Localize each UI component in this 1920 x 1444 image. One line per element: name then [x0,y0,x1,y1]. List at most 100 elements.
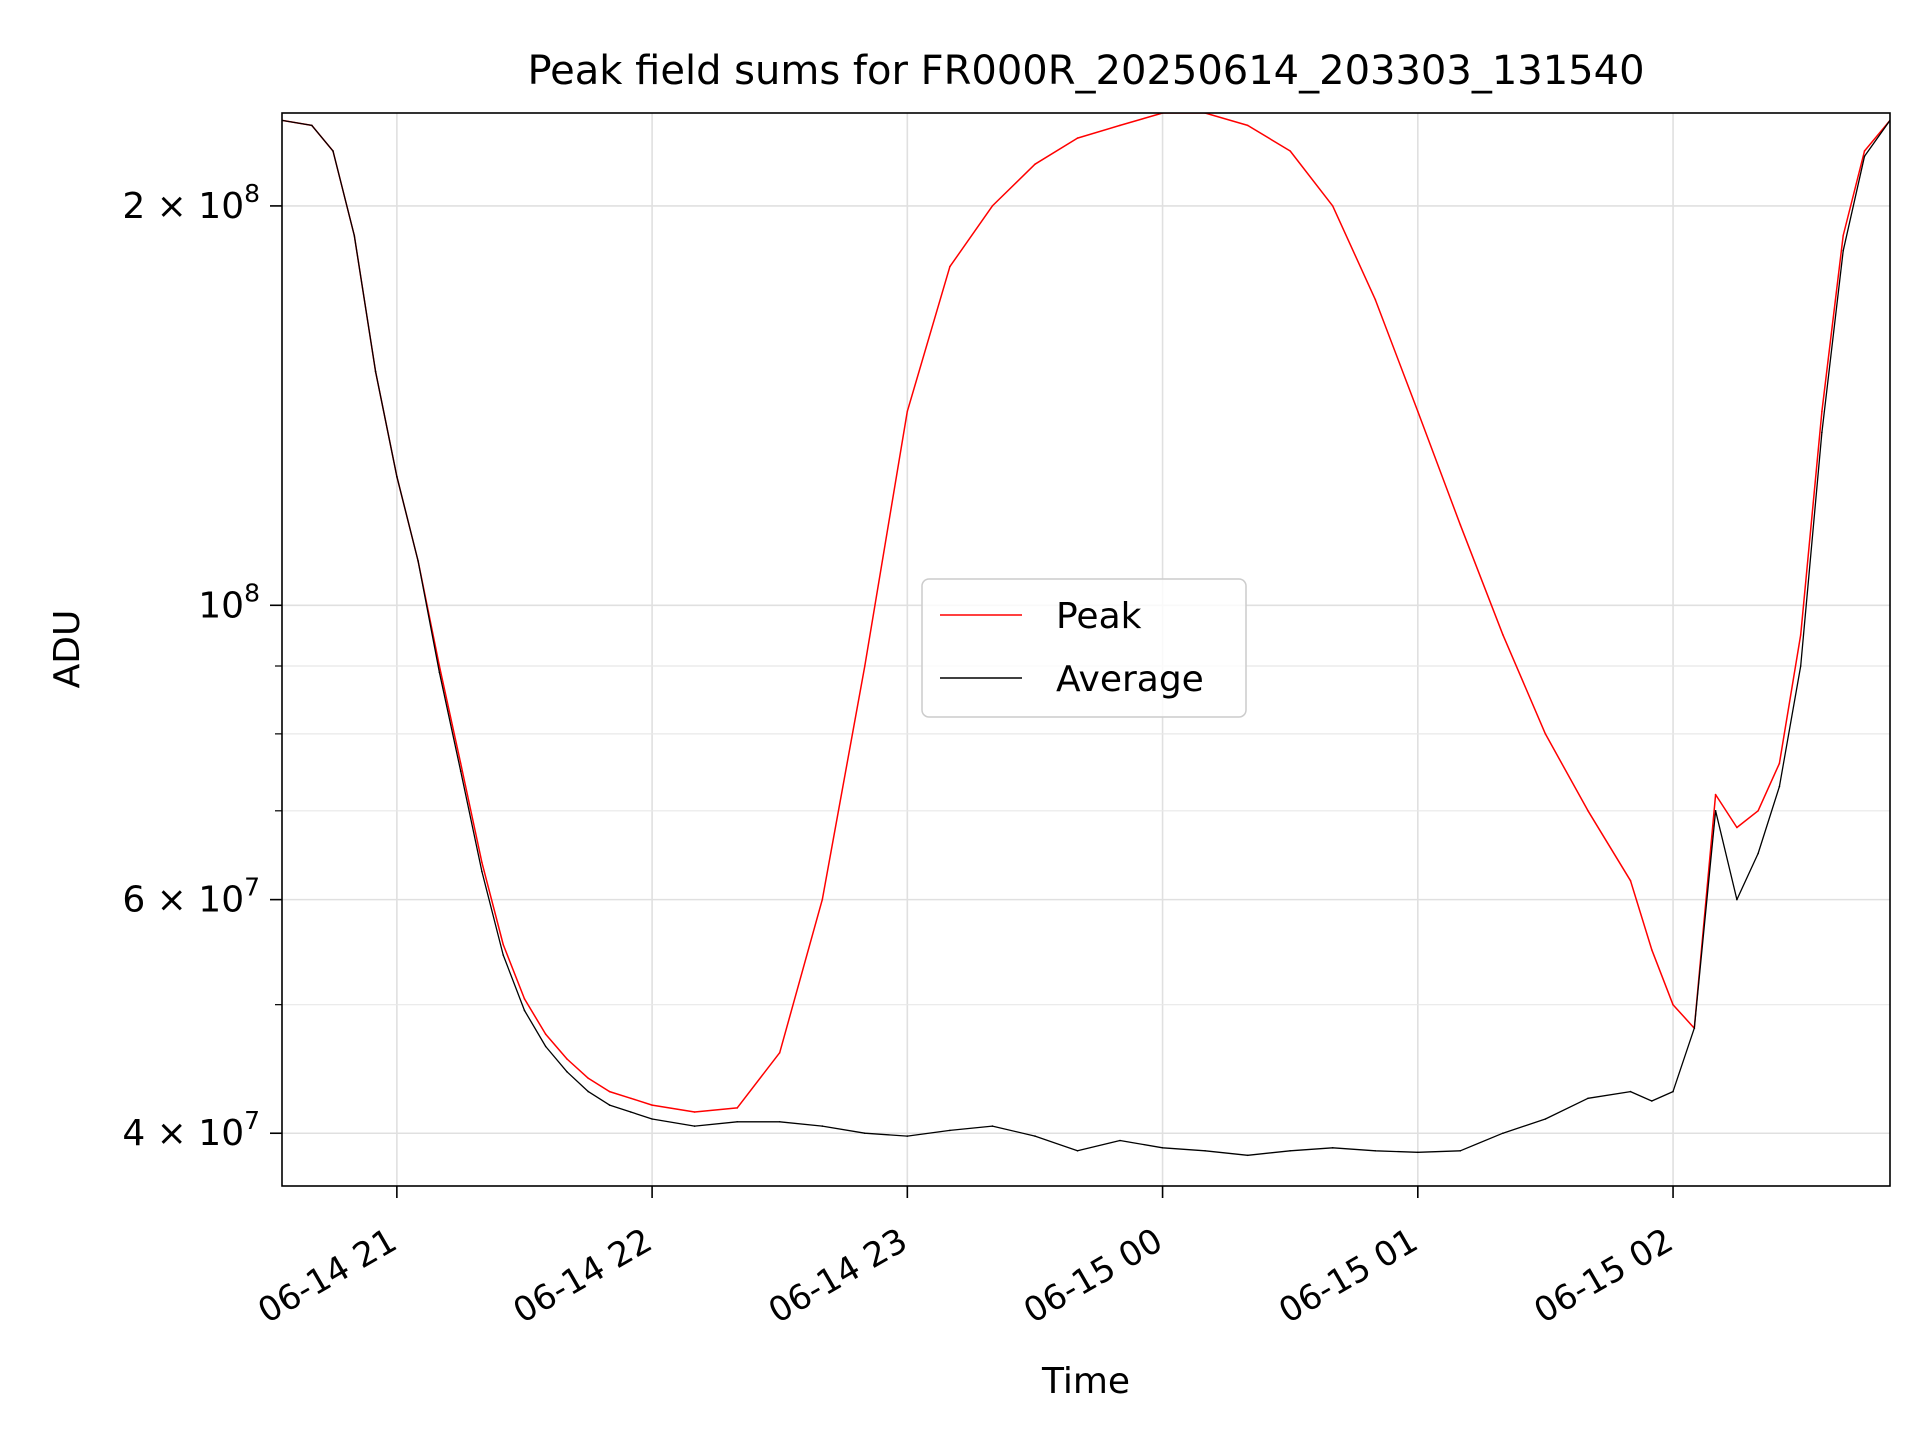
data-point-average [864,1132,866,1134]
data-point-average [417,560,419,562]
data-point-average [587,1090,590,1093]
data-point-peak [1246,124,1249,127]
data-point-average [821,1125,824,1127]
data-point-peak [1119,124,1121,127]
legend-label-average: Average [1056,659,1204,700]
data-point-peak [1821,410,1823,413]
data-point-peak [906,410,909,413]
data-point-peak [1289,150,1291,152]
data-point-average [1119,1139,1121,1142]
data-point-peak [1736,826,1738,829]
y-tick-label: 108 [198,578,260,626]
data-point-average [1289,1150,1291,1152]
data-point-average [949,1129,951,1132]
data-point-peak [991,205,994,207]
data-point-average [1034,1135,1036,1137]
data-point-average [396,475,398,478]
x-axis-label: Time [1041,1361,1130,1402]
data-point-peak [1714,793,1717,796]
data-point-average [1693,1027,1696,1029]
y-axis-ticks: 4 × 107 6 × 107 108 2 × 108 [122,179,282,1154]
data-point-peak [587,1077,590,1080]
data-point-peak [523,998,526,1000]
data-point-peak [1544,733,1547,735]
data-point-average [1778,785,1781,788]
data-point-peak [651,1104,653,1106]
data-point-peak [693,1111,696,1113]
data-point-average [1863,155,1866,158]
data-point-average [523,1009,526,1012]
data-point-average [1629,1090,1632,1093]
data-point-peak [864,665,866,667]
data-point-average [1331,1147,1334,1149]
legend-label-peak: Peak [1056,596,1142,637]
data-point-peak [502,943,505,946]
data-point-peak [1502,634,1504,636]
data-point-peak [1757,810,1759,812]
data-point-average [1246,1154,1249,1157]
data-point-peak [1076,137,1079,139]
data-point-average [736,1121,738,1123]
data-point-average [438,671,441,674]
y-tick-label: 4 × 107 [122,1106,260,1154]
data-point-peak [438,665,441,667]
data-point-average [332,150,334,152]
data-point-average [1161,1147,1164,1149]
chart-title: Peak field sums for FR000R_20250614_2033… [527,48,1644,94]
data-point-average [544,1045,547,1048]
data-point-average [1076,1150,1079,1152]
data-point-peak [1672,1003,1674,1006]
data-point-average [502,954,505,956]
data-point-average [1651,1100,1653,1102]
data-point-peak [1863,150,1866,152]
legend-box [921,578,1247,718]
data-point-average [991,1125,994,1127]
data-point-average [778,1121,781,1123]
data-point-average [1587,1097,1589,1100]
data-point-peak [544,1033,547,1035]
data-point-average [566,1071,568,1073]
data-point-peak [736,1107,738,1109]
data-point-average [1714,810,1717,812]
data-point-peak [1459,524,1462,526]
data-point-average [1842,250,1844,252]
data-point-average [481,870,483,873]
data-point-average [651,1118,653,1120]
gridlines [282,113,1890,1186]
data-point-average [1757,852,1759,855]
data-point-peak [1799,634,1802,636]
data-point-average [1204,1150,1206,1152]
data-point-peak [1331,205,1334,207]
data-point-average [1502,1132,1504,1134]
data-point-peak [778,1051,781,1054]
data-point-peak [1842,234,1844,237]
legend: Peak Average [921,578,1247,718]
data-point-average [1799,665,1802,667]
plot-frame [281,112,1891,1187]
data-point-peak [566,1058,568,1060]
data-point-average [1544,1118,1547,1120]
y-axis-label: ADU [47,610,88,689]
data-point-average [1821,431,1823,434]
y-tick-label: 6 × 107 [122,873,260,921]
data-point-average [311,124,313,127]
data-point-average [353,234,356,237]
data-point-peak [821,898,824,901]
data-point-peak [949,265,951,268]
data-point-peak [1034,163,1036,165]
data-point-average [374,370,377,373]
data-point-peak [1778,762,1781,765]
data-point-peak [481,861,483,864]
data-point-peak [1417,410,1419,413]
data-point-peak [1629,879,1632,882]
data-point-peak [1374,298,1377,301]
data-point-average [1417,1151,1419,1154]
data-point-peak [608,1090,611,1093]
data-point-average [1374,1150,1377,1152]
data-point-average [906,1135,909,1137]
data-point-average [1672,1090,1674,1093]
data-point-average [693,1125,696,1127]
data-point-peak [459,762,462,765]
